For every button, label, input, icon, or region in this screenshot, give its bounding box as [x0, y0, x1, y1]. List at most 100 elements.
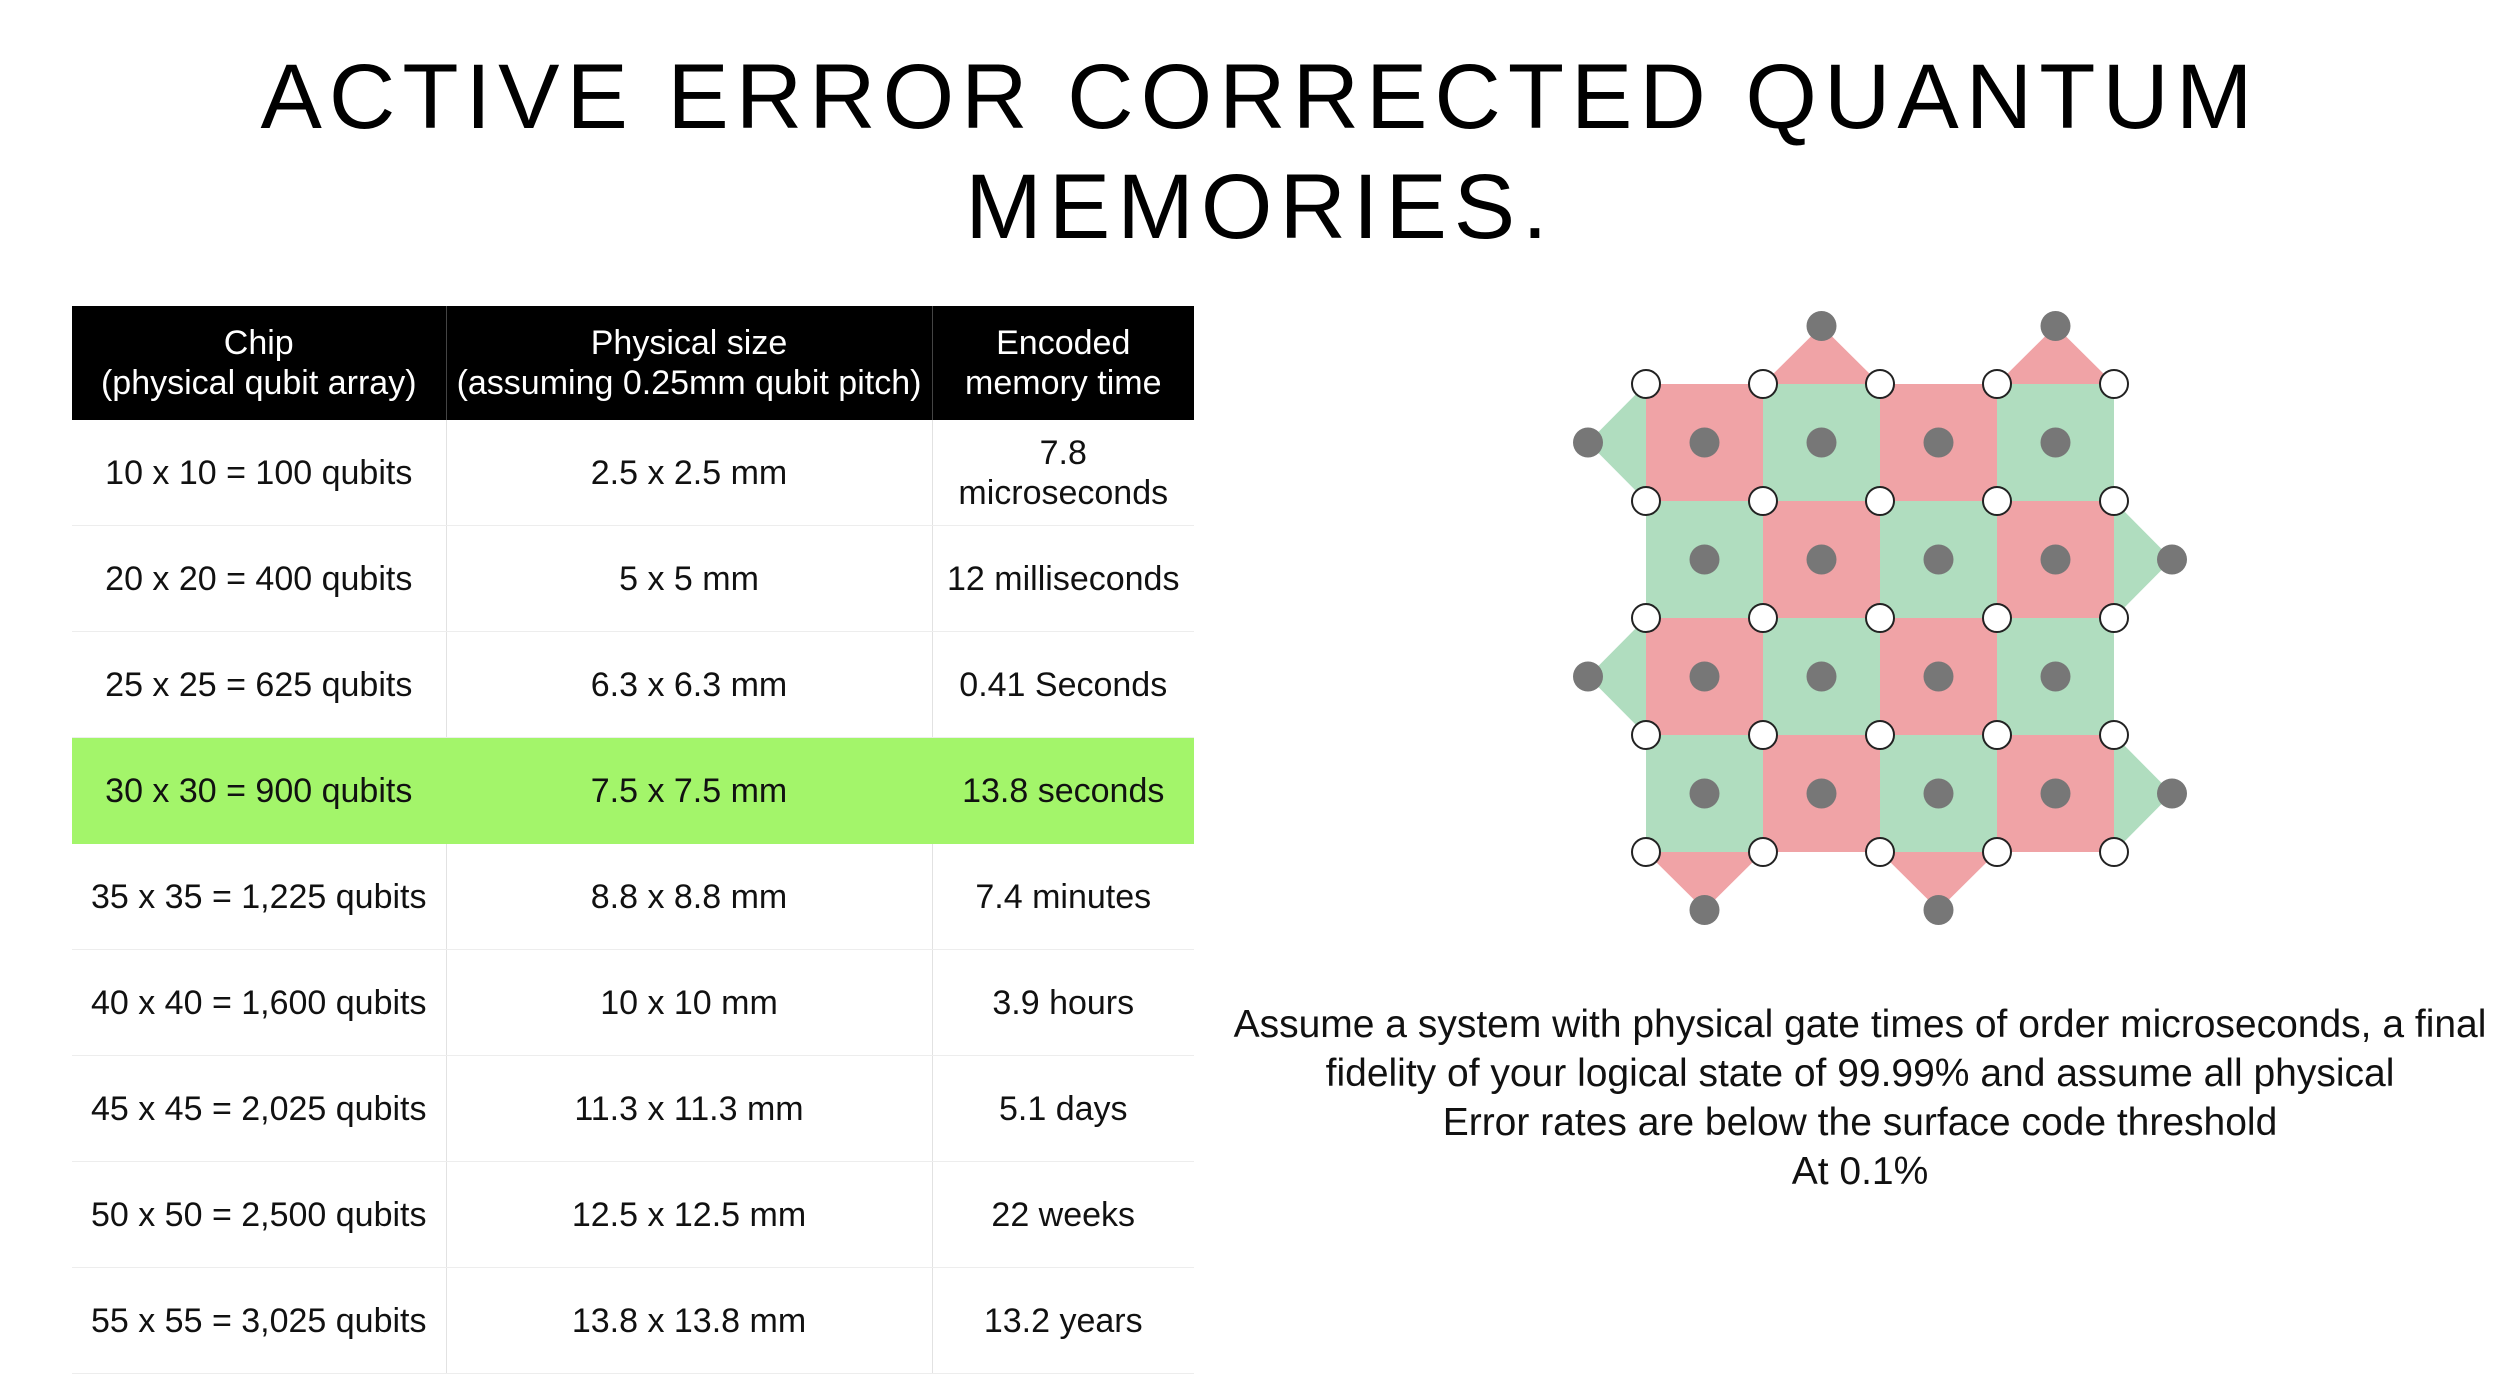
table-header-row: Chip (physical qubit array) Physical siz…: [72, 306, 1194, 420]
measure-qubit: [2040, 311, 2071, 341]
cell-chip: 25 x 25 = 625 qubits: [72, 631, 446, 738]
header-physical-size: Physical size (assuming 0.25mm qubit pit…: [445, 306, 932, 420]
measure-qubit: [1923, 778, 1954, 809]
data-qubit: [1748, 837, 1778, 867]
table-row: 30 x 30 = 900 qubits 7.5 x 7.5 mm 13.8 sec…: [72, 737, 1194, 844]
note-line-4: At 0.1%: [1791, 1150, 1929, 1193]
cell-physical-size: 5 x 5 mm: [445, 525, 932, 632]
header-encoded-memory-time: Encoded memory time: [931, 306, 1194, 420]
measure-qubit: [1573, 427, 1603, 458]
boundary-stabilizer-triangle: [2114, 735, 2172, 852]
measure-qubit: [1806, 661, 1837, 692]
measure-qubit: [1573, 661, 1603, 692]
data-qubit: [1982, 837, 2012, 867]
note-line-1: Assume a system with physical gate times…: [1233, 1003, 2487, 1046]
table-row: 10 x 10 = 100 qubits 2.5 x 2.5 mm 7.8 micr…: [72, 420, 1194, 526]
data-qubit: [1865, 603, 1895, 633]
data-qubit: [2099, 369, 2129, 399]
measure-qubit: [2040, 661, 2071, 692]
boundary-stabilizer-triangle: [2114, 501, 2172, 618]
cell-memory-time: 13.2 years: [931, 1267, 1194, 1374]
cell-physical-size: 7.5 x 7.5 mm: [445, 737, 932, 844]
data-qubit: [1631, 486, 1661, 516]
measure-qubit: [1689, 661, 1720, 692]
cell-memory-time: 13.8 seconds: [931, 737, 1194, 844]
cell-chip: 10 x 10 = 100 qubits: [72, 420, 446, 526]
measure-qubit: [2040, 427, 2071, 458]
table-row: 35 x 35 = 1,225 qubits 8.8 x 8.8 mm 7.4 mi…: [72, 843, 1194, 950]
data-qubit: [1631, 603, 1661, 633]
cell-memory-time: 7.8 microseconds: [931, 420, 1194, 526]
measure-qubit: [1923, 544, 1954, 575]
data-qubit: [1748, 486, 1778, 516]
measure-qubit: [1806, 544, 1837, 575]
table-row: 25 x 25 = 625 qubits 6.3 x 6.3 mm 0.41 Sec…: [72, 631, 1194, 738]
cell-chip: 50 x 50 = 2,500 qubits: [72, 1161, 446, 1268]
measure-qubit: [2157, 544, 2187, 575]
boundary-stabilizer-triangle: [1997, 326, 2114, 384]
slide-title: ACTIVE ERROR CORRECTED QUANTUM MEMORIES.: [0, 42, 2520, 262]
cell-memory-time: 22 weeks: [931, 1161, 1194, 1268]
measure-qubit: [1689, 544, 1720, 575]
data-qubit: [1748, 369, 1778, 399]
cell-memory-time: 7.4 minutes: [931, 843, 1194, 950]
measure-qubit: [2157, 778, 2187, 809]
data-qubit: [1982, 603, 2012, 633]
cell-memory-time: 5.1 days: [931, 1055, 1194, 1162]
data-qubit: [2099, 720, 2129, 750]
data-qubit: [1865, 486, 1895, 516]
measure-qubit: [1689, 778, 1720, 809]
data-qubit: [1865, 720, 1895, 750]
cell-physical-size: 12.5 x 12.5 mm: [445, 1161, 932, 1268]
measure-qubit: [1689, 895, 1720, 925]
cell-memory-time: 0.41 Seconds: [931, 631, 1194, 738]
note-line-3: Error rates are below the surface code t…: [1442, 1101, 2278, 1144]
header-chip: Chip (physical qubit array): [72, 306, 446, 420]
data-qubit: [1982, 720, 2012, 750]
data-qubit: [1865, 369, 1895, 399]
surface-code-lattice-diagram: [1573, 311, 2187, 925]
data-qubit: [2099, 603, 2129, 633]
cell-chip: 20 x 20 = 400 qubits: [72, 525, 446, 632]
measure-qubit: [1923, 661, 1954, 692]
table-row: 20 x 20 = 400 qubits 5 x 5 mm 12 milliseco…: [72, 525, 1194, 632]
cell-physical-size: 2.5 x 2.5 mm: [445, 420, 932, 526]
data-qubit: [1631, 837, 1661, 867]
data-qubit: [1631, 369, 1661, 399]
memory-time-table: Chip (physical qubit array) Physical siz…: [72, 306, 1194, 1374]
cell-chip: 55 x 55 = 3,025 qubits: [72, 1267, 446, 1374]
measure-qubit: [1923, 427, 1954, 458]
data-qubit: [1631, 720, 1661, 750]
cell-physical-size: 6.3 x 6.3 mm: [445, 631, 932, 738]
table-row: 40 x 40 = 1,600 qubits 10 x 10 mm 3.9 hour…: [72, 949, 1194, 1056]
memory-time-table-container: Chip (physical qubit array) Physical siz…: [72, 306, 1194, 1374]
data-qubit: [1748, 720, 1778, 750]
boundary-stabilizer-triangle: [1646, 852, 1763, 910]
measure-qubit: [1923, 895, 1954, 925]
cell-chip: 30 x 30 = 900 qubits: [72, 737, 446, 844]
measure-qubit: [2040, 778, 2071, 809]
measure-qubit: [1806, 427, 1837, 458]
measure-qubit: [1806, 778, 1837, 809]
cell-physical-size: 10 x 10 mm: [445, 949, 932, 1056]
assumptions-note: Assume a system with physical gate times…: [1200, 1000, 2520, 1196]
measure-qubit: [2040, 544, 2071, 575]
cell-chip: 40 x 40 = 1,600 qubits: [72, 949, 446, 1056]
data-qubit: [1982, 486, 2012, 516]
title-line-1: ACTIVE ERROR CORRECTED QUANTUM: [260, 46, 2260, 148]
data-qubit: [2099, 837, 2129, 867]
table-row: 50 x 50 = 2,500 qubits 12.5 x 12.5 mm 22 w…: [72, 1161, 1194, 1268]
note-line-2: fidelity of your logical state of 99.99%…: [1325, 1052, 2395, 1095]
data-qubit: [1982, 369, 2012, 399]
cell-chip: 45 x 45 = 2,025 qubits: [72, 1055, 446, 1162]
title-line-2: MEMORIES.: [965, 156, 1555, 258]
boundary-stabilizer-triangle: [1763, 326, 1880, 384]
cell-physical-size: 8.8 x 8.8 mm: [445, 843, 932, 950]
data-qubit: [1865, 837, 1895, 867]
data-qubit: [2099, 486, 2129, 516]
measure-qubit: [1806, 311, 1837, 341]
boundary-stabilizer-triangle: [1588, 384, 1646, 501]
data-qubit: [1748, 603, 1778, 633]
boundary-stabilizer-triangle: [1880, 852, 1997, 910]
cell-physical-size: 11.3 x 11.3 mm: [445, 1055, 932, 1162]
